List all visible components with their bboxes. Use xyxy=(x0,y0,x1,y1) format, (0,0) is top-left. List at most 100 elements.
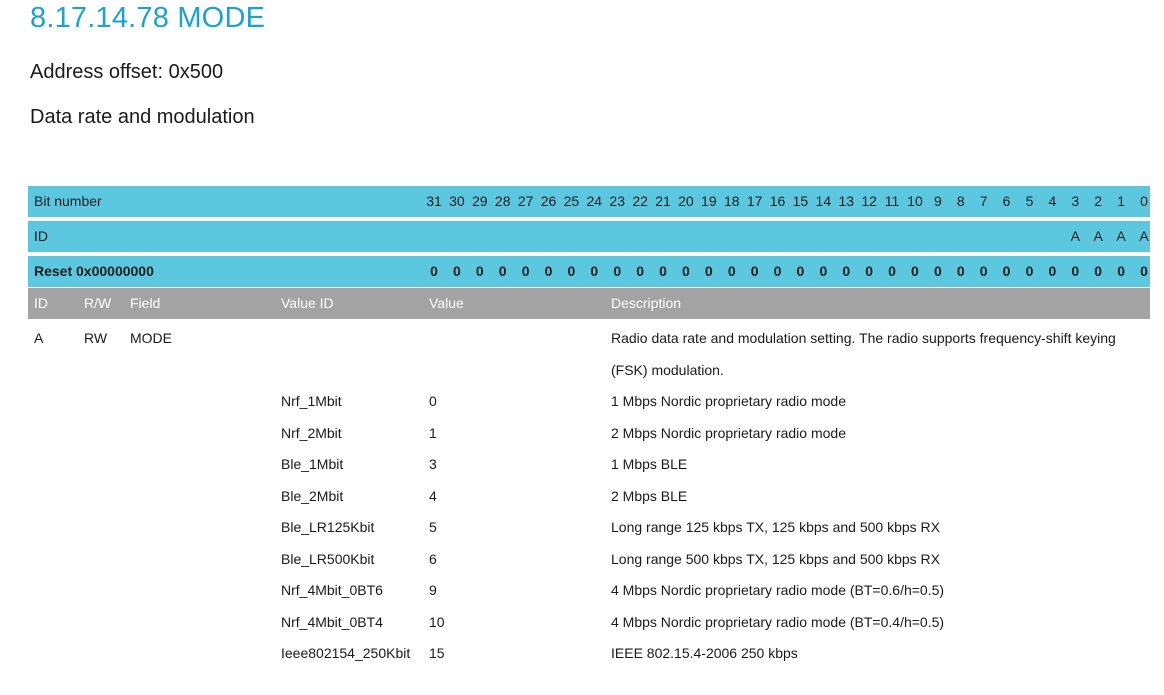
reset-value-cell: 0 xyxy=(1048,263,1057,279)
reset-value-cell: 0 xyxy=(796,263,805,279)
bit-number-row: Bit number 31 30 29 28 27 26 25 24 23 22 21 20 19 18 1… xyxy=(28,186,1150,217)
enum-row: Ble_1Mbit 3 1 Mbps BLE xyxy=(28,449,1150,481)
enum-description: 1 Mbps Nordic proprietary radio mode xyxy=(611,393,846,409)
enum-value-id: Ble_2Mbit xyxy=(281,487,344,504)
bit-number-cell: 23 xyxy=(609,193,625,209)
reset-value-cell: 0 xyxy=(498,263,507,279)
address-offset: Address offset: 0x500 xyxy=(30,61,224,83)
enum-value: 10 xyxy=(429,613,445,630)
bit-number-cell: 25 xyxy=(563,193,580,209)
bit-number-cell: 6 xyxy=(1002,193,1011,209)
bit-number-cell: 5 xyxy=(1025,193,1034,209)
header-value-id: Value ID xyxy=(281,295,334,311)
enum-value: 3 xyxy=(429,456,437,472)
enum-row: Nrf_4Mbit_0BT6 9 4 Mbps Nordic proprietary… xyxy=(28,575,1150,607)
field-row: A RW MODE Radio data rate and modulation… xyxy=(28,322,1150,386)
reset-value-cell: 0 xyxy=(613,263,622,279)
bit-number-cell: 3 xyxy=(1071,193,1080,209)
bit-number-cell: 29 xyxy=(472,193,488,209)
header-value: Value xyxy=(429,295,464,311)
bit-number-cell: 11 xyxy=(884,193,900,209)
bit-number-cell: 9 xyxy=(933,193,942,209)
reset-value-cell: 0 xyxy=(590,263,599,279)
reset-value-cell: 0 xyxy=(750,263,759,279)
enum-description: 4 Mbps Nordic proprietary radio mode (BT… xyxy=(611,582,945,598)
reset-value-cell: 0 xyxy=(1094,263,1103,279)
field-name: MODE xyxy=(130,330,172,346)
enum-row: Ble_2Mbit 4 2 Mbps BLE xyxy=(28,481,1150,513)
enum-value: 1 xyxy=(429,424,437,441)
enum-row: Ble_LR500Kbit 6 Long range 500 kbps TX, 12… xyxy=(28,544,1150,576)
bit-number-cell: 2 xyxy=(1094,193,1103,209)
bit-number-cell: 31 xyxy=(426,193,442,209)
bit-id-cell: A xyxy=(1070,228,1080,244)
field-table-header: ID R/W Field Value ID Value Description xyxy=(28,288,1150,319)
enum-value-id: Nrf_4Mbit_0BT4 xyxy=(281,613,383,630)
reset-value-cell: 0 xyxy=(1002,263,1011,279)
enum-description: IEEE 802.15.4-2006 250 kbps xyxy=(611,645,798,661)
bit-number-label: Bit number xyxy=(34,193,102,209)
reset-value-cell: 0 xyxy=(1140,263,1148,279)
bit-number-cell: 26 xyxy=(540,193,557,209)
enum-description: 2 Mbps BLE xyxy=(611,487,688,504)
bit-number-cell: 16 xyxy=(769,193,786,209)
reset-value-cell: 0 xyxy=(865,263,874,279)
enum-value: 5 xyxy=(429,519,437,535)
enum-value-id: Ble_1Mbit xyxy=(281,456,344,472)
reset-value-cell: 0 xyxy=(682,263,690,279)
field-rw: RW xyxy=(84,330,108,346)
field-id: A xyxy=(34,330,44,346)
reset-value-cell: 0 xyxy=(659,263,667,279)
enum-value-id: Nrf_4Mbit_0BT6 xyxy=(281,582,383,598)
field-table-body: A RW MODE Radio data rate and modulation… xyxy=(28,322,1150,670)
enum-row: Nrf_4Mbit_0BT4 10 4 Mbps Nordic proprietar… xyxy=(28,607,1150,639)
register-summary: Data rate and modulation xyxy=(30,106,255,128)
enum-value: 0 xyxy=(429,393,437,409)
bit-number-cell: 8 xyxy=(956,193,965,209)
enum-description: Long range 500 kbps TX, 125 kbps and 500… xyxy=(611,550,940,567)
enum-value-id: Ble_LR500Kbit xyxy=(281,550,375,567)
reset-value-cell: 0 xyxy=(521,263,530,279)
bit-number-cell: 18 xyxy=(723,193,740,209)
bit-number-cell: 15 xyxy=(792,193,809,209)
reset-value-cell: 0 xyxy=(842,263,851,279)
reset-value-cell: 0 xyxy=(1071,263,1080,279)
enum-description: 1 Mbps BLE xyxy=(611,456,688,472)
reset-value-cell: 0 xyxy=(933,263,942,279)
bit-number-cell: 20 xyxy=(678,193,694,209)
bit-number-cell: 22 xyxy=(632,193,648,209)
bit-number-cell: 21 xyxy=(655,193,671,209)
reset-value-cell: 0 xyxy=(704,263,713,279)
reset-value-cell: 0 xyxy=(956,263,965,279)
bit-number-cell: 28 xyxy=(494,193,511,209)
enum-row: Nrf_2Mbit 1 2 Mbps Nordic proprietary radi… xyxy=(28,418,1150,450)
bit-number-cell: 17 xyxy=(746,193,763,209)
enum-row: Nrf_1Mbit 0 1 Mbps Nordic proprietary radi… xyxy=(28,386,1150,418)
reset-value-cell: 0 xyxy=(979,263,988,279)
reset-value-cell: 0 xyxy=(475,263,484,279)
bit-number-cell: 13 xyxy=(838,193,855,209)
bit-number-cell: 27 xyxy=(517,193,534,209)
header-id: ID xyxy=(34,295,48,311)
reset-value-cell: 0 xyxy=(1117,263,1125,279)
header-description: Description xyxy=(611,295,682,311)
reset-value-cell: 0 xyxy=(911,263,919,279)
bit-number-cell: 7 xyxy=(979,193,988,209)
bit-id-cell: A xyxy=(1139,228,1149,244)
bit-id-cell: A xyxy=(1116,228,1126,244)
bit-number-cell: 30 xyxy=(449,193,465,209)
enum-row: Ble_LR125Kbit 5 Long range 125 kbps TX, 12… xyxy=(28,512,1150,544)
enum-row: Ieee802154_250Kbit 15 IEEE 802.15.4-2006 2… xyxy=(28,638,1150,670)
enum-value-id: Nrf_2Mbit xyxy=(281,424,342,441)
enum-value-id: Ieee802154_250Kbit xyxy=(281,645,411,661)
bit-number-cell: 10 xyxy=(907,193,923,209)
enum-description: Long range 125 kbps TX, 125 kbps and 500… xyxy=(611,519,940,535)
reset-value-cell: 0 xyxy=(544,263,553,279)
reset-value-cell: 0 xyxy=(773,263,782,279)
reset-value-cell: 0 xyxy=(819,263,828,279)
reset-value-cell: 0 xyxy=(430,263,438,279)
bit-number-cell: 14 xyxy=(815,193,832,209)
bit-id-cell: A xyxy=(1093,228,1103,244)
